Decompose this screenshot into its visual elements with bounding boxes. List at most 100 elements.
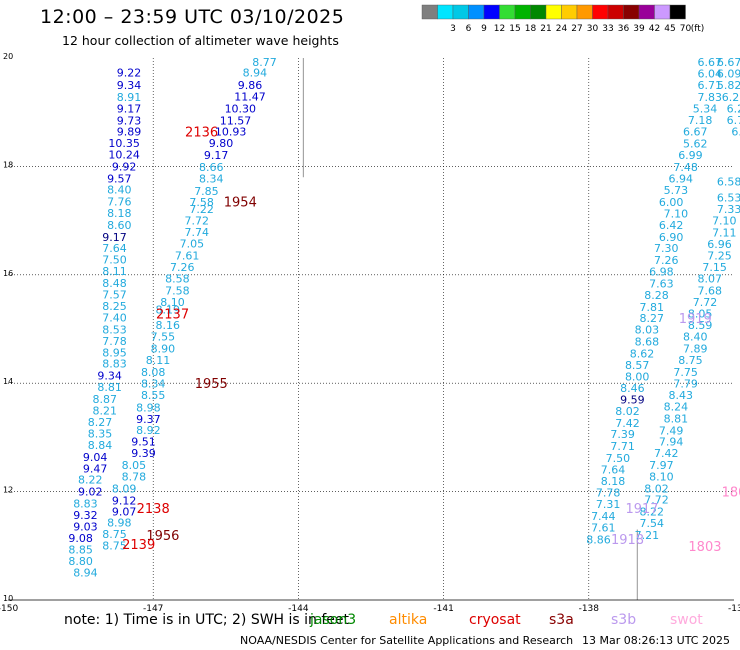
wave-height-label: 8.94 [73,566,98,579]
wave-height-label: 7.18 [688,114,713,127]
time-label: 2136 [185,126,218,141]
wave-height-label: 5.62 [683,138,708,151]
wave-height-label: 6.90 [659,231,684,244]
wave-height-label: 5.34 [693,102,718,115]
wave-height-label: 10.35 [108,137,140,150]
wave-height-label: 8.85 [68,544,93,557]
generated-time: 13 Mar 08:26:13 UTC 2025 [582,634,730,647]
wave-height-label: 6.09 [717,68,740,81]
legend-tick-label: 24 [556,24,568,34]
wave-height-label: 7.79 [673,378,698,391]
wave-height-label: 8.55 [141,389,166,402]
wave-height-label: 5.82 [717,79,740,92]
wave-height-label: 7.72 [644,494,669,507]
y-tick-label: 10 [3,594,13,603]
legend-swatch [669,4,686,20]
wave-height-label: 8.34 [199,172,224,185]
wave-height-label: 6.53 [717,191,740,204]
wave-height-label: 8.59 [688,319,713,332]
wave-height-label: 9.07 [112,506,137,519]
wave-height-label: 7.78 [596,487,621,500]
wave-height-label: 6.00 [659,196,684,209]
wave-height-label: 6.70 [731,126,740,139]
legend-tick-label: 70 [680,24,692,34]
satellite-label-cryosat: cryosat [469,612,521,628]
wave-height-label: 7.50 [102,254,127,267]
wave-height-label: 7.61 [175,249,200,262]
wave-height-label: 8.43 [669,389,694,402]
wave-height-label: 7.05 [180,237,205,250]
legend-tick-label: 15 [509,24,520,34]
y-tick-label: 12 [3,486,13,495]
wave-height-label: 8.60 [107,219,132,232]
wave-height-label: 7.78 [102,335,127,348]
wave-height-label: 7.40 [102,312,127,325]
wave-height-label: 9.02 [78,486,103,499]
wave-height-label: 7.50 [606,452,631,465]
wave-height-label: 8.87 [93,393,118,406]
wave-height-label: 8.92 [136,424,161,437]
wave-height-label: 8.19 [155,303,180,316]
satellite-label-s3b: s3b [611,612,637,628]
wave-height-label: 7.97 [649,459,674,472]
wave-height-label: 11.57 [220,114,252,127]
wave-height-label: 8.16 [155,319,180,332]
wave-height-label: 9.37 [136,413,161,426]
wave-height-label: 8.34 [141,378,166,391]
wave-height-label: 8.48 [102,277,127,290]
wave-height-label: 7.26 [170,261,195,274]
wave-height-label: 8.08 [141,366,166,379]
wave-height-label: 6.67 [683,126,708,139]
wave-height-label: 7.48 [673,161,698,174]
wave-height-label: 7.42 [615,417,640,430]
wave-height-label: 8.18 [601,475,626,488]
wave-height-label: 6.42 [659,219,684,232]
wave-height-label: 8.27 [639,312,664,325]
wave-height-label: 6.24 [727,102,740,115]
chart-title: 12:00 – 23:59 UTC 03/10/2025 [40,6,345,28]
wave-height-label: 9.89 [117,126,142,139]
footer-note: note: 1) Time is in UTC; 2) SWH is in fe… [64,612,350,628]
wave-height-plot: -150 -147 -144 -141 -138 -135 10 12 14 16 18 20 8.77… [0,52,740,614]
wave-height-label: 7.49 [659,424,684,437]
color-legend: 3 6 9 12 15 18 21 24 27 30 33 36 39 42 45 70 (ft) [421,4,704,34]
legend-tick-label: 27 [571,24,582,34]
wave-height-label: 8.40 [683,331,708,344]
wave-height-label: 9.04 [83,451,108,464]
wave-height-label: 8.80 [68,555,93,568]
wave-height-label: 8.46 [620,382,645,395]
legend-tick-label: 9 [481,24,487,34]
wave-height-label: 8.07 [698,273,723,286]
wave-height-label: 8.86 [586,533,611,546]
wave-height-label: 7.10 [664,208,689,221]
wave-height-label: 8.40 [107,184,132,197]
wave-height-label: 8.62 [630,347,655,360]
legend-tick-label: 39 [633,24,645,34]
wave-height-label: 7.44 [591,510,616,523]
wave-height-label: 6.04 [698,68,723,81]
wave-height-label: 9.22 [117,67,142,80]
chart-subtitle: 12 hour collection of altimeter wave hei… [62,33,339,48]
legend-tick-label: 6 [466,24,472,34]
wave-height-label: 7.58 [165,285,190,298]
time-label: 180 [722,486,740,501]
wave-height-label: 7.83 [698,91,723,104]
wave-height-label: 9.34 [97,370,122,383]
wave-height-label: 8.90 [151,343,176,356]
y-tick-label: 20 [3,52,13,61]
x-tick-label: -147 [143,604,163,614]
wave-height-label: 9.17 [102,231,127,244]
wave-height-label: 7.85 [194,185,219,198]
wave-height-label: 9.03 [73,520,98,533]
satellite-label-swot: swot [670,612,703,628]
wave-height-label: 8.18 [107,207,132,220]
time-label: 2137 [156,307,189,322]
wave-height-label: 5.73 [664,184,689,197]
wave-height-label: 9.86 [238,79,263,92]
wave-height-label: 6.99 [678,149,703,162]
legend-tick-label: 21 [540,24,551,34]
legend-tick-label: 3 [450,24,456,34]
wave-height-label: 6.67 [698,56,723,69]
wave-height-label: 8.75 [102,539,127,552]
wave-height-label: 7.61 [591,521,616,534]
